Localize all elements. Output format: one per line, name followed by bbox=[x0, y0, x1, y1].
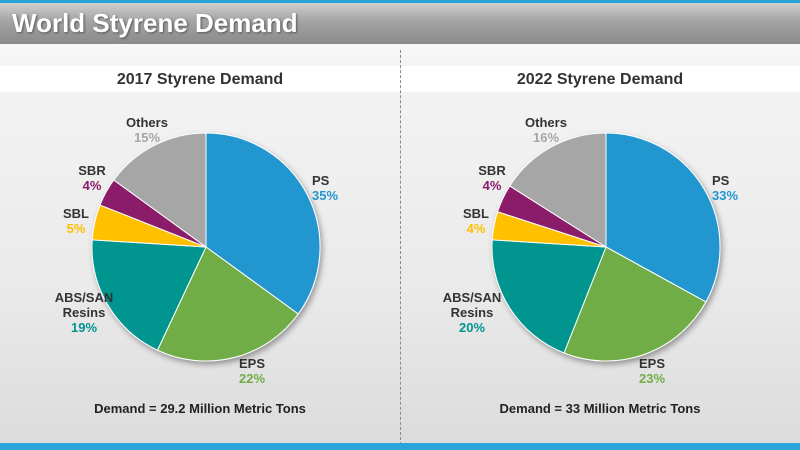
slice-label-sbr: SBR 4% bbox=[78, 163, 106, 193]
slice-percent-sbl: 5% bbox=[67, 221, 86, 236]
pie-slice-eps bbox=[563, 246, 707, 362]
slice-percent-sbl: 4% bbox=[467, 221, 486, 236]
slice-percent-eps: 23% bbox=[639, 371, 665, 386]
pie-slice-ps bbox=[605, 132, 721, 303]
pie-slice-abs-san-resins bbox=[491, 239, 607, 354]
slide-title: World Styrene Demand bbox=[12, 8, 298, 38]
pie-slice-ps bbox=[205, 132, 321, 315]
slice-label-others: Others 16% bbox=[525, 115, 567, 145]
pie-slice-others bbox=[113, 132, 207, 248]
chart-title: 2022 Styrene Demand bbox=[517, 71, 683, 88]
bottom-accent-bar bbox=[0, 443, 800, 450]
slice-label-others: Others 15% bbox=[126, 115, 168, 145]
pie-2 bbox=[491, 132, 721, 362]
slice-percent-others: 16% bbox=[533, 130, 559, 145]
slice-label-eps: EPS 23% bbox=[639, 356, 665, 386]
slice-label-ps: PS 33% bbox=[712, 173, 738, 203]
slice-percent-others: 15% bbox=[134, 130, 160, 145]
panel-divider bbox=[400, 50, 401, 445]
slice-label-abs-san-resins: ABS/SAN Resins 20% bbox=[443, 290, 502, 335]
title-bar: World Styrene Demand bbox=[0, 0, 800, 44]
slice-percent-eps: 22% bbox=[239, 371, 265, 386]
slice-percent-ps: 33% bbox=[712, 188, 738, 203]
slice-label-sbl: SBL 4% bbox=[463, 206, 489, 236]
slice-label-abs-san-resins: ABS/SAN Resins 19% bbox=[55, 290, 114, 335]
slice-percent-ps: 35% bbox=[312, 188, 338, 203]
slice-label-sbr: SBR 4% bbox=[478, 163, 506, 193]
slice-percent-sbr: 4% bbox=[83, 178, 102, 193]
slice-label-sbl: SBL 5% bbox=[63, 206, 89, 236]
chart-title: 2017 Styrene Demand bbox=[117, 71, 283, 88]
slice-percent-sbr: 4% bbox=[483, 178, 502, 193]
pie-1 bbox=[91, 132, 321, 362]
slice-percent-abs-san-resins: 20% bbox=[459, 320, 485, 335]
pie-slice-others bbox=[509, 132, 607, 248]
slice-label-eps: EPS 22% bbox=[239, 356, 265, 386]
pie-slice-abs-san-resins bbox=[91, 239, 207, 351]
demand-footer: Demand = 33 Million Metric Tons bbox=[500, 401, 701, 416]
slice-percent-abs-san-resins: 19% bbox=[71, 320, 97, 335]
slice-label-ps: PS 35% bbox=[312, 173, 338, 203]
demand-footer: Demand = 29.2 Million Metric Tons bbox=[94, 401, 306, 416]
